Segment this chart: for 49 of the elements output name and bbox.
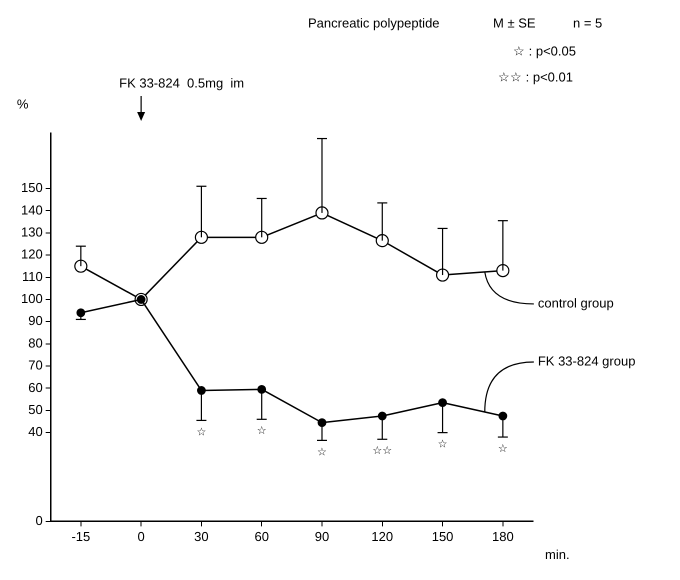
y-tick-label: 110	[22, 268, 43, 284]
x-axis-title: min.	[545, 546, 570, 562]
y-tick-label: 130	[20, 224, 43, 240]
point	[498, 412, 508, 420]
point	[197, 386, 206, 395]
point	[376, 234, 389, 248]
annotation: ☆	[256, 424, 267, 438]
point	[496, 264, 510, 278]
y-tick-label: 70	[28, 358, 43, 373]
text: FK 33-824 0.5mg im	[119, 76, 244, 91]
annotation: ☆☆	[372, 444, 392, 458]
text: control group	[538, 296, 614, 311]
x-tick-label: 30	[194, 528, 209, 544]
y-tick-label: 60	[28, 380, 43, 395]
x-tick-label: 150	[432, 528, 454, 544]
text: FK 33-824 group	[538, 354, 636, 369]
text: M ± SE	[493, 16, 536, 31]
x-tick-label: 60	[254, 528, 269, 544]
text: n = 5	[573, 16, 602, 31]
y-tick-label: 0	[35, 512, 43, 528]
y-tick-label: 80	[28, 335, 43, 350]
chart-title: Pancreatic polypeptide	[308, 16, 440, 31]
point	[74, 260, 88, 273]
text: ☆☆ : p<0.01	[498, 70, 573, 85]
text: ☆ : p<0.05	[513, 44, 576, 59]
x-tick-label: 90	[314, 528, 330, 544]
point	[318, 418, 326, 428]
y-tick-label: 120	[20, 246, 43, 262]
y-tick-label: 90	[28, 313, 43, 328]
annotation: ☆	[196, 425, 206, 438]
x-tick-label: 180	[492, 528, 514, 544]
point	[255, 230, 268, 244]
point	[315, 206, 329, 220]
x-tick-label: -15	[71, 528, 90, 544]
y-tick-label: 150	[20, 180, 43, 196]
annotation: ☆	[498, 442, 508, 455]
annotation: ☆	[438, 437, 448, 450]
point	[257, 384, 266, 394]
point	[438, 398, 447, 408]
y-tick-label: 40	[28, 424, 43, 440]
y-tick-label: 140	[20, 202, 43, 218]
y-tick-label: 50	[28, 402, 43, 418]
x-tick-label: 0	[138, 528, 145, 544]
annotation: ☆	[317, 445, 328, 458]
y-tick-label: 100	[20, 291, 43, 306]
point	[194, 230, 208, 244]
y-axis-title: %	[16, 96, 29, 112]
x-tick-label: 120	[371, 528, 394, 544]
point	[436, 268, 450, 282]
